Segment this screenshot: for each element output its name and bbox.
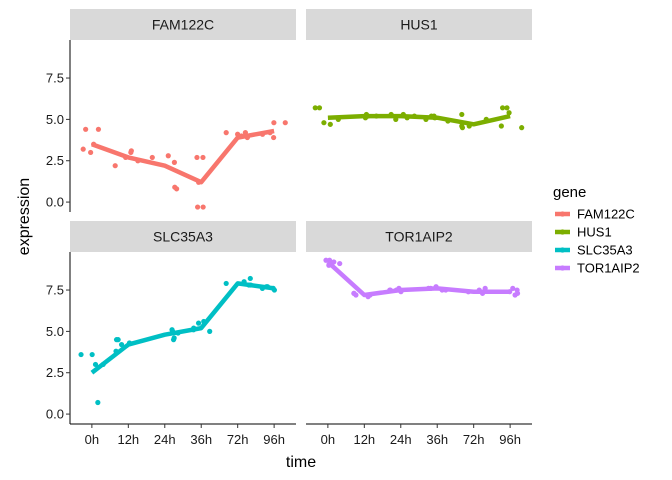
y-tick-label: 0.0: [46, 195, 64, 210]
data-point-hus1: [519, 125, 525, 131]
data-point-hus1: [316, 105, 323, 111]
data-point-hus1: [459, 123, 465, 129]
facet-strip-label: SLC35A3: [153, 229, 213, 245]
data-point-fam122c: [80, 146, 86, 152]
x-tick-label: 12h: [117, 432, 139, 447]
series-line-fam122c: [91, 128, 275, 185]
data-point-slc35a3: [247, 275, 253, 282]
data-point-fam122c: [88, 149, 94, 156]
facet-panel-tor1aip2: TOR1AIP2 0h 12h 24h 36h 72h 96h: [306, 221, 532, 447]
data-point-tor1aip2: [351, 290, 357, 296]
facet-panel-slc35a3: SLC35A3 0.0 2.5 5.0 7.5 0h 12h 24h 36h 72h 96h: [46, 221, 296, 447]
data-point-hus1: [312, 105, 318, 111]
x-tick-label: 24h: [154, 432, 176, 447]
data-point-tor1aip2: [323, 257, 329, 263]
legend-label: SLC35A3: [577, 243, 633, 258]
facet-strip: [70, 221, 296, 252]
facet-strip-label: TOR1AIP2: [385, 229, 453, 245]
y-tick-label: 5.0: [46, 324, 64, 339]
data-point-fam122c: [194, 154, 200, 161]
data-point-slc35a3: [195, 320, 202, 326]
data-point-slc35a3: [78, 351, 84, 358]
y-tick-label: 0.0: [46, 407, 64, 422]
facet-panel-fam122c: FAM122C 0.0 2.5 5.0 7.5: [46, 9, 296, 212]
data-point-fam122c: [195, 204, 201, 210]
data-point-tor1aip2: [510, 285, 516, 291]
data-point-hus1: [498, 123, 504, 129]
y-tick-label: 2.5: [46, 153, 64, 168]
data-point-tor1aip2: [337, 260, 343, 267]
data-point-slc35a3: [171, 335, 177, 341]
legend-key-point: [559, 211, 566, 217]
x-tick-label: 0h: [321, 432, 335, 447]
data-point-hus1: [499, 105, 506, 111]
y-tick-label: 7.5: [46, 71, 64, 86]
x-tick-label: 96h: [499, 432, 521, 447]
facet-strip-label: HUS1: [400, 17, 438, 33]
legend-key-point: [559, 229, 566, 235]
series-line-slc35a3: [90, 281, 275, 375]
data-point-hus1: [321, 120, 327, 126]
data-point-fam122c: [112, 163, 118, 169]
facet-strip: [306, 9, 532, 40]
data-point-slc35a3: [223, 280, 229, 287]
legend-label: FAM122C: [577, 207, 635, 222]
x-tick-label: 36h: [190, 432, 212, 447]
data-point-fam122c: [282, 120, 288, 126]
data-point-tor1aip2: [514, 290, 521, 296]
facet-strip: [70, 9, 296, 40]
data-point-hus1: [459, 111, 465, 118]
legend-label: TOR1AIP2: [577, 261, 640, 276]
data-point-fam122c: [223, 130, 229, 136]
data-point-fam122c: [165, 153, 171, 159]
data-point-slc35a3: [118, 342, 125, 348]
data-point-fam122c: [128, 148, 134, 154]
data-point-hus1: [504, 105, 510, 111]
x-tick-label: 72h: [463, 432, 485, 447]
series-line-tor1aip2: [326, 260, 511, 298]
data-point-slc35a3: [92, 361, 99, 368]
data-point-slc35a3: [95, 399, 101, 406]
legend-key-point: [559, 247, 566, 253]
data-point-fam122c: [95, 126, 102, 132]
data-point-hus1: [506, 110, 512, 116]
x-tick-label: 36h: [426, 432, 448, 447]
y-axis-title: expression: [16, 178, 33, 255]
y-tick-label: 2.5: [46, 365, 64, 380]
data-point-fam122c: [200, 154, 206, 161]
data-point-fam122c: [83, 126, 89, 132]
x-tick-label: 12h: [353, 432, 375, 447]
legend-title: gene: [553, 184, 586, 201]
x-axis-title: time: [286, 454, 316, 471]
legend-label: HUS1: [577, 225, 612, 240]
series-line-hus1: [327, 113, 511, 127]
x-tick-label: 96h: [263, 432, 285, 447]
facet-panel-hus1: HUS1: [306, 9, 532, 131]
y-tick-label: 5.0: [46, 112, 64, 127]
data-point-fam122c: [271, 134, 277, 141]
legend: gene FAM122C HUS1 SLC35A3 TOR1AIP2: [553, 184, 640, 276]
data-point-fam122c: [271, 120, 277, 126]
data-point-slc35a3: [207, 328, 213, 334]
data-point-fam122c: [149, 154, 155, 161]
data-point-fam122c: [200, 204, 206, 210]
data-point-fam122c: [171, 159, 177, 165]
x-tick-label: 0h: [85, 432, 99, 447]
facet-strip: [306, 221, 532, 252]
facet-strip-label: FAM122C: [152, 17, 214, 33]
y-tick-label: 7.5: [46, 283, 64, 298]
legend-key-point: [559, 265, 566, 271]
data-point-fam122c: [174, 186, 180, 192]
data-point-hus1: [327, 121, 333, 127]
x-tick-label: 72h: [227, 432, 249, 447]
x-tick-label: 24h: [390, 432, 412, 447]
data-point-slc35a3: [89, 351, 95, 358]
data-point-slc35a3: [113, 337, 120, 343]
